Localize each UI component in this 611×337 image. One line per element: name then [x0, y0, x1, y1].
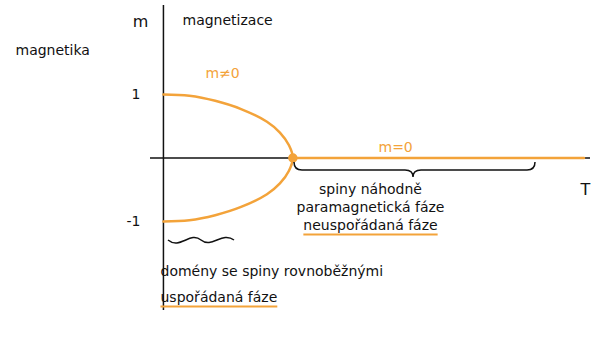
svg-text:paramagnetická fáze: paramagnetická fáze: [297, 199, 445, 215]
svg-text:uspořádaná fáze: uspořádaná fáze: [161, 289, 278, 305]
svg-text:m: m: [133, 12, 149, 31]
svg-text:1: 1: [132, 86, 141, 102]
svg-text:neuspořádaná fáze: neuspořádaná fáze: [303, 217, 437, 233]
svg-text:T: T: [580, 180, 591, 199]
svg-text:m=0: m=0: [379, 139, 413, 155]
svg-text:-1: -1: [127, 213, 141, 229]
svg-text:m≠0: m≠0: [206, 65, 240, 81]
svg-text:domény se spiny rovnoběžnými: domény se spiny rovnoběžnými: [161, 263, 384, 279]
svg-text:magnetizace: magnetizace: [183, 12, 273, 28]
svg-text:spiny náhodně: spiny náhodně: [319, 181, 422, 197]
svg-text:magnetika: magnetika: [16, 42, 90, 58]
